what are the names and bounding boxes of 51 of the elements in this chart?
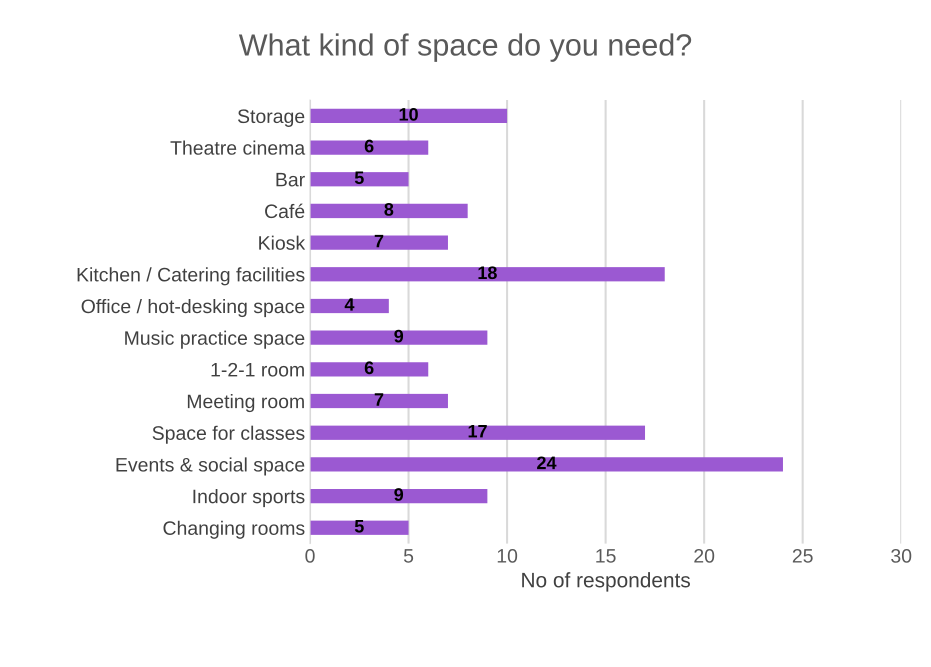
y-tick-label: Changing rooms [163,520,304,539]
x-tick-label: 20 [694,548,714,563]
data-label: 24 [537,456,556,470]
bar [310,267,665,282]
x-tick-label: 15 [596,549,616,563]
data-label: 5 [354,172,364,184]
data-label: 8 [384,203,394,216]
data-label: 6 [364,361,374,374]
data-label: 4 [344,298,354,311]
data-label: 7 [374,393,384,406]
bar [310,172,409,186]
data-label: 7 [374,234,384,248]
x-tick-label: 30 [891,548,912,563]
bar [310,330,488,345]
y-tick-label: Music practice space [125,330,304,349]
data-label: 18 [478,266,497,280]
y-tick-label: 1-2-1 room [212,362,304,377]
bar [310,457,783,472]
data-label: 10 [400,108,418,121]
y-tick-label: Kiosk [259,236,306,250]
data-label: 6 [364,140,374,152]
chart-title: What kind of space do you need? [238,33,692,62]
bar [310,140,428,155]
y-tick-label: Meeting room [188,394,304,412]
y-tick-label: Café [265,204,304,218]
x-tick-label: 25 [792,548,813,563]
bar [310,426,646,440]
x-tick-label: 5 [404,549,414,563]
data-label: 5 [354,520,364,533]
bar [310,235,448,250]
data-label: 9 [394,488,404,501]
y-tick-label: Theatre cinema [170,140,306,155]
data-label: 17 [468,424,487,438]
x-tick-label: 10 [498,548,518,563]
bar [310,204,468,218]
data-label: 9 [394,330,404,343]
bar [310,362,428,376]
x-tick-label: 0 [305,548,315,563]
bar [310,520,409,535]
x-axis-title: No of respondents [522,572,690,592]
y-tick-label: Indoor sports [193,489,304,508]
y-tick-label: Office / hot-desking space [82,298,304,318]
bar [310,394,448,408]
y-tick-label: Storage [238,109,304,127]
bar [310,488,488,504]
y-tick-label: Bar [276,172,305,186]
y-tick-label: Space for classes [152,426,304,444]
y-tick-label: Kitchen / Catering facilities [78,267,304,286]
bar [310,298,389,314]
y-tick-label: Events & social space [116,457,304,476]
bar [310,108,508,124]
